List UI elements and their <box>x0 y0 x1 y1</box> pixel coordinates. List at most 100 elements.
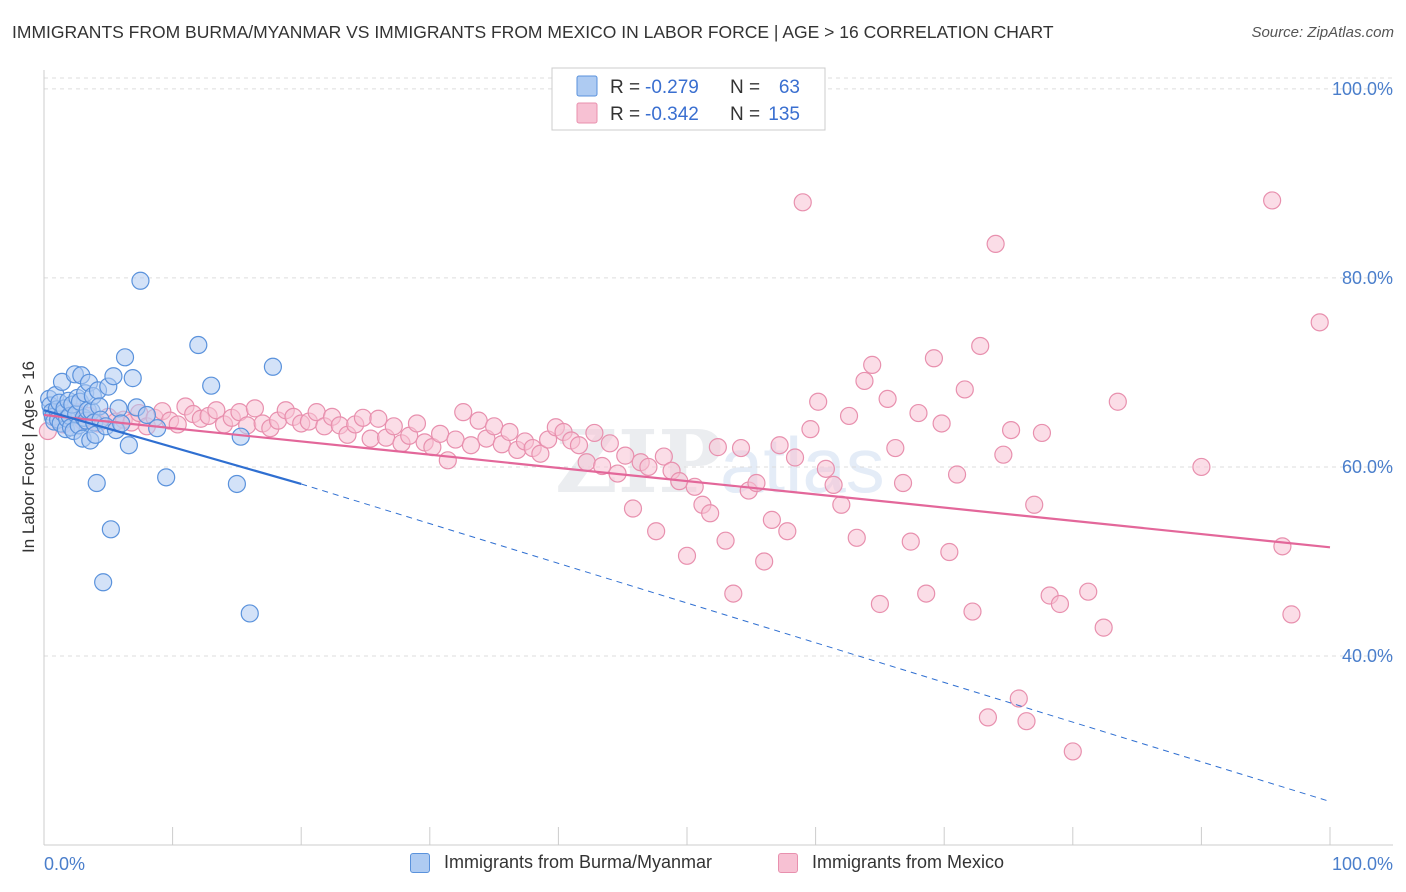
legend-swatch-mexico <box>576 102 598 124</box>
mexico-point <box>569 436 589 455</box>
mexico-point <box>1282 605 1301 624</box>
mexico-point <box>1017 712 1036 731</box>
burma-point <box>137 405 156 425</box>
mexico-point <box>901 532 920 551</box>
mexico-point <box>755 552 774 571</box>
mexico-point <box>924 349 944 368</box>
mexico-point <box>832 495 851 514</box>
mexico-point <box>469 411 488 430</box>
axes <box>43 70 1393 846</box>
mexico-point <box>870 594 890 614</box>
series-legend-label-burma: Immigrants from Burma/Myanmar <box>444 852 713 872</box>
burma-point <box>101 520 120 539</box>
mexico-point <box>809 392 828 411</box>
mexico-point <box>824 475 843 495</box>
mexico-series-points <box>38 191 1329 761</box>
mexico-point <box>647 522 666 541</box>
mexico-point <box>585 423 604 443</box>
legend-swatch-burma <box>576 75 598 97</box>
mexico-point <box>1032 423 1052 443</box>
mexico-point <box>500 422 519 442</box>
y-tick-label: 40.0% <box>1342 646 1393 666</box>
mexico-point <box>1063 742 1082 761</box>
burma-point <box>119 436 138 455</box>
mexico-point <box>1192 457 1211 477</box>
series-legend-swatch-mexico <box>778 852 798 873</box>
mexico-point <box>531 444 550 463</box>
source-credit: Source: ZipAtlas.com <box>1251 24 1394 41</box>
mexico-point <box>793 193 812 212</box>
mexico-point <box>639 457 658 477</box>
gridlines <box>44 77 1393 657</box>
chart-title: IMMIGRANTS FROM BURMA/MYANMAR VS IMMIGRA… <box>12 22 1054 42</box>
mexico-point <box>893 473 913 493</box>
x-tick-label-max: 100.0% <box>1332 854 1393 874</box>
mexico-point <box>1108 392 1127 411</box>
burma-point <box>227 474 246 494</box>
mexico-point <box>955 380 974 399</box>
mexico-point <box>384 417 403 436</box>
burma-point <box>263 357 283 376</box>
mexico-point <box>461 436 481 455</box>
trend-lines <box>43 409 1331 803</box>
mexico-point <box>839 406 859 426</box>
burma-point <box>189 335 208 355</box>
burma-point <box>87 473 106 493</box>
burma-point <box>123 369 142 388</box>
mexico-point <box>616 446 635 465</box>
mexico-point <box>701 504 720 523</box>
y-tick-label: 60.0% <box>1342 457 1393 477</box>
series-legend: Immigrants from Burma/Myanmar Immigrants… <box>0 850 1406 880</box>
legend-n-label-mexico: N = <box>730 104 760 125</box>
series-legend-mexico: Immigrants from Mexico <box>778 852 1004 873</box>
legend-n-value-mexico: 135 <box>768 104 800 125</box>
mexico-point <box>1310 313 1329 332</box>
mexico-point <box>724 584 743 603</box>
burma-point <box>202 376 221 395</box>
mexico-point <box>716 531 735 550</box>
legend-r-value-burma: -0.279 <box>645 77 699 98</box>
mexico-point <box>932 414 951 433</box>
mexico-point <box>770 436 789 455</box>
correlation-legend: R = -0.279 N = 63 R = -0.342 N = 135 <box>551 67 826 131</box>
mexico-point <box>816 459 835 478</box>
mexico-point <box>731 438 751 458</box>
mexico-point <box>207 401 226 420</box>
legend-n-value-burma: 63 <box>779 77 800 98</box>
mexico-point <box>708 438 727 457</box>
mexico-point <box>986 234 1005 254</box>
mexico-point <box>245 399 265 418</box>
mexico-point <box>785 448 805 467</box>
mexico-point <box>994 445 1013 464</box>
mexico-point <box>971 336 990 356</box>
mexico-point <box>878 389 897 409</box>
mexico-point <box>454 403 473 422</box>
mexico-point <box>940 542 959 562</box>
burma-point <box>94 573 113 592</box>
mexico-point <box>1263 191 1282 210</box>
x-tick-label-min: 0.0% <box>44 854 85 874</box>
y-tick-label: 80.0% <box>1342 268 1393 288</box>
series-legend-label-mexico: Immigrants from Mexico <box>812 852 1005 872</box>
mexico-point <box>369 409 388 428</box>
mexico-point <box>407 414 427 433</box>
mexico-point <box>577 453 596 472</box>
legend-n-label-burma: N = <box>730 77 760 98</box>
legend-r-label-burma: R = <box>610 77 640 98</box>
mexico-point <box>353 408 373 427</box>
burma-trend-line <box>43 409 302 486</box>
legend-r-value-mexico: -0.342 <box>645 104 699 125</box>
y-axis-label: In Labor Force | Age > 16 <box>19 361 38 553</box>
mexico-point <box>978 708 998 727</box>
mexico-point <box>1009 689 1028 708</box>
mexico-point <box>1001 420 1021 440</box>
mexico-point <box>947 465 967 484</box>
series-legend-swatch-burma <box>410 852 430 873</box>
mexico-point <box>1273 537 1292 556</box>
mexico-point <box>654 447 673 466</box>
series-legend-burma: Immigrants from Burma/Myanmar <box>410 852 712 873</box>
mexico-point <box>1050 594 1070 614</box>
legend-r-label-mexico: R = <box>610 104 640 125</box>
mexico-point <box>593 456 612 476</box>
